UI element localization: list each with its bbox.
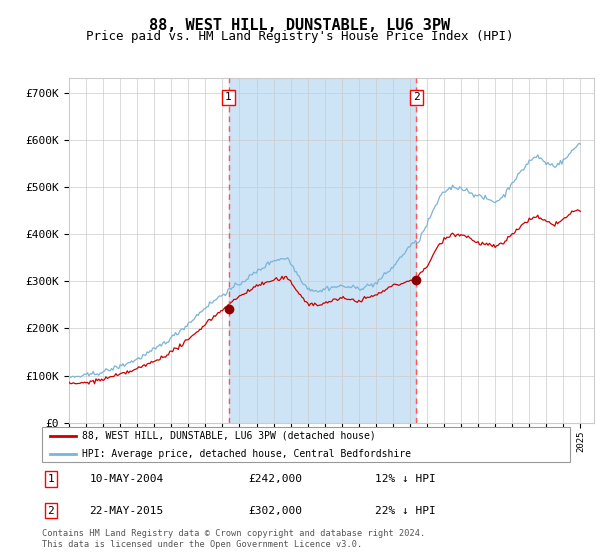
Text: 88, WEST HILL, DUNSTABLE, LU6 3PW: 88, WEST HILL, DUNSTABLE, LU6 3PW — [149, 18, 451, 33]
Text: Contains HM Land Registry data © Crown copyright and database right 2024.: Contains HM Land Registry data © Crown c… — [42, 529, 425, 538]
Text: This data is licensed under the Open Government Licence v3.0.: This data is licensed under the Open Gov… — [42, 540, 362, 549]
Text: 22% ↓ HPI: 22% ↓ HPI — [374, 506, 436, 516]
Text: HPI: Average price, detached house, Central Bedfordshire: HPI: Average price, detached house, Cent… — [82, 449, 410, 459]
Text: 12% ↓ HPI: 12% ↓ HPI — [374, 474, 436, 484]
Text: 22-MAY-2015: 22-MAY-2015 — [89, 506, 164, 516]
Text: 2: 2 — [413, 92, 420, 102]
Bar — [229, 78, 416, 423]
Text: 2: 2 — [47, 506, 54, 516]
Text: 1: 1 — [225, 92, 232, 102]
FancyBboxPatch shape — [42, 427, 570, 462]
Text: Price paid vs. HM Land Registry's House Price Index (HPI): Price paid vs. HM Land Registry's House … — [86, 30, 514, 43]
Text: £242,000: £242,000 — [248, 474, 302, 484]
Text: 10-MAY-2004: 10-MAY-2004 — [89, 474, 164, 484]
Text: £302,000: £302,000 — [248, 506, 302, 516]
Text: 1: 1 — [47, 474, 54, 484]
Text: 88, WEST HILL, DUNSTABLE, LU6 3PW (detached house): 88, WEST HILL, DUNSTABLE, LU6 3PW (detac… — [82, 431, 376, 441]
